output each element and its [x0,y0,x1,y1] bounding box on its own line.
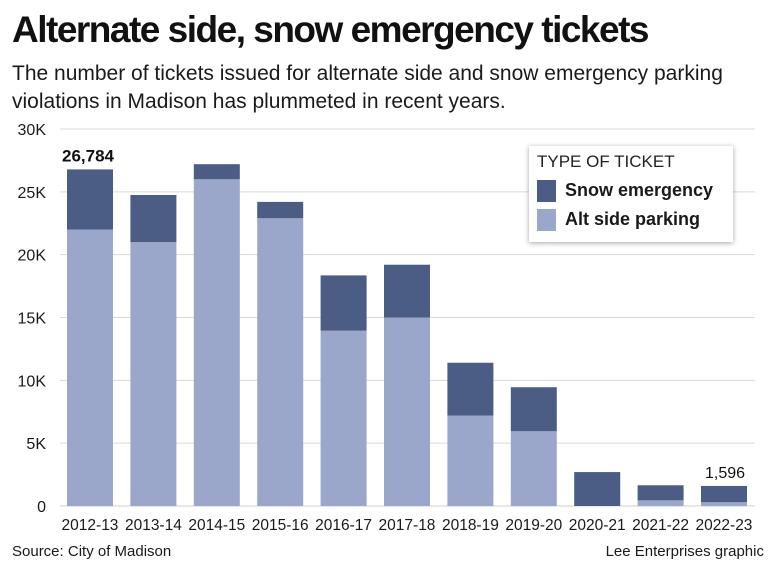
bar-snow-emergency [193,164,240,180]
bar-snow-emergency [447,362,494,416]
bar-alt-side-parking [320,330,367,506]
bar-alt-side-parking [257,218,304,506]
bar-alt-side-parking [193,179,240,506]
x-tick-label: 2018-19 [442,517,499,534]
bar-snow-emergency [701,485,747,503]
x-tick-label: 2017-18 [379,517,436,534]
y-axis-tick-labels: 0 5K 10K 15K 20K 25K 30K [18,122,47,516]
y-tick-label: 5K [26,436,46,453]
y-tick-label: 25K [18,185,47,202]
bar-series [67,164,747,507]
bar-snow-emergency [320,275,367,331]
bar-snow-emergency [510,387,557,432]
y-tick-label: 20K [18,248,47,265]
bar-alt-side-parking [384,317,430,506]
bar-snow-emergency [257,201,304,219]
y-tick-label: 0 [37,499,46,516]
chart-title: Alternate side, snow emergency tickets [12,9,650,50]
x-tick-label: 2022-23 [696,517,753,534]
y-tick-label: 15K [18,311,47,328]
x-tick-label: 2020-21 [569,517,626,534]
bar-alt-side-parking [510,431,557,506]
x-tick-label: 2014-15 [188,517,245,534]
data-label: 26,784 [62,146,115,165]
bar-snow-emergency [67,169,113,230]
bar-snow-emergency [130,194,177,243]
x-axis-tick-labels: 2012-13 2013-14 2014-15 2015-16 2016-17 2017-… [62,517,753,534]
legend: TYPE OF TICKET Snow emergency Alt side p… [529,146,733,242]
x-tick-label: 2019-20 [505,517,562,534]
x-tick-label: 2013-14 [125,517,182,534]
bar-alt-side-parking [67,229,113,507]
y-tick-label: 10K [18,373,47,390]
legend-label-snow-emergency: Snow emergency [565,180,714,200]
x-tick-label: 2016-17 [315,517,372,534]
bar-alt-side-parking [447,415,494,506]
y-tick-label: 30K [18,122,47,139]
bar-alt-side-parking [130,242,177,506]
legend-label-alt-side-parking: Alt side parking [565,209,701,229]
bar-snow-emergency [574,472,621,506]
bar-alt-side-parking [701,502,747,506]
bar-snow-emergency [637,485,684,501]
bar-alt-side-parking [637,500,684,506]
legend-swatch-snow-emergency [537,180,556,202]
legend-title: TYPE OF TICKET [537,152,675,171]
x-tick-label: 2021-22 [632,517,689,534]
source-note: Source: City of Madison [12,543,172,560]
data-label: 1,596 [705,465,745,482]
data-annotations: 26,784 1,596 [62,146,745,482]
legend-swatch-alt-side-parking [537,209,556,231]
x-tick-label: 2012-13 [62,517,119,534]
x-tick-label: 2015-16 [252,517,309,534]
chart-subtitle: The number of tickets issued for alterna… [12,62,723,113]
bar-snow-emergency [384,264,430,318]
credit-note: Lee Enterprises graphic [605,543,764,560]
